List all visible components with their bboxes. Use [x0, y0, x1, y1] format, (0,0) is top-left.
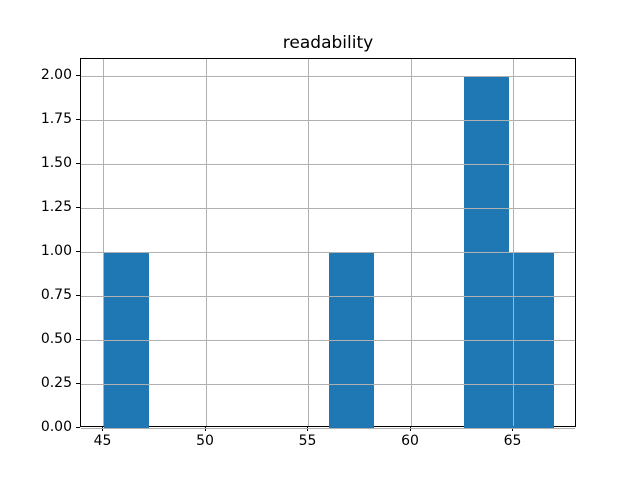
gridline-vertical — [308, 59, 309, 426]
y-tick-label: 0.50 — [40, 330, 72, 347]
y-tick-label: 2.00 — [40, 67, 72, 84]
y-tick-mark — [76, 119, 80, 120]
y-tick-label: 1.25 — [40, 198, 72, 215]
gridline-horizontal — [81, 295, 575, 297]
y-tick-label: 1.50 — [40, 154, 72, 171]
y-tick-label: 1.75 — [40, 111, 72, 127]
gridline-horizontal — [81, 427, 575, 429]
gridline-horizontal — [81, 339, 575, 341]
gridline-horizontal — [81, 120, 575, 121]
gridline-vertical — [410, 59, 412, 426]
x-tick-label: 60 — [401, 433, 419, 449]
y-tick-mark — [76, 338, 80, 340]
x-tick-label: 50 — [196, 433, 214, 449]
y-tick-label: 0.75 — [40, 286, 72, 303]
y-tick-mark — [76, 75, 80, 77]
plot-area — [80, 58, 576, 429]
x-tick-mark — [204, 427, 206, 431]
x-tick-mark — [102, 427, 103, 431]
x-tick-label: 45 — [93, 433, 112, 449]
gridline-vertical — [205, 59, 207, 426]
gridline-vertical — [103, 59, 104, 426]
y-tick-mark — [76, 162, 80, 164]
y-tick-mark — [76, 426, 80, 428]
gridline-vertical — [513, 59, 514, 426]
gridline-horizontal — [81, 251, 575, 253]
gridline-horizontal — [81, 207, 575, 209]
y-tick-label: 0.25 — [40, 374, 72, 391]
x-tick-mark — [512, 427, 513, 431]
y-tick-label: 0.00 — [40, 418, 72, 435]
x-tick-mark — [409, 427, 411, 431]
x-tick-mark — [307, 427, 308, 431]
y-tick-mark — [76, 206, 80, 208]
gridline-horizontal — [81, 163, 575, 165]
y-tick-mark — [76, 250, 80, 252]
chart-title: readability — [282, 33, 374, 53]
x-tick-label: 55 — [298, 433, 317, 449]
y-tick-label: 1.00 — [40, 242, 72, 259]
y-tick-mark — [76, 294, 80, 296]
grid-layer — [81, 59, 575, 429]
x-tick-label: 65 — [503, 433, 522, 449]
gridline-horizontal — [81, 383, 575, 385]
y-tick-mark — [76, 382, 80, 384]
gridline-horizontal — [81, 76, 575, 78]
